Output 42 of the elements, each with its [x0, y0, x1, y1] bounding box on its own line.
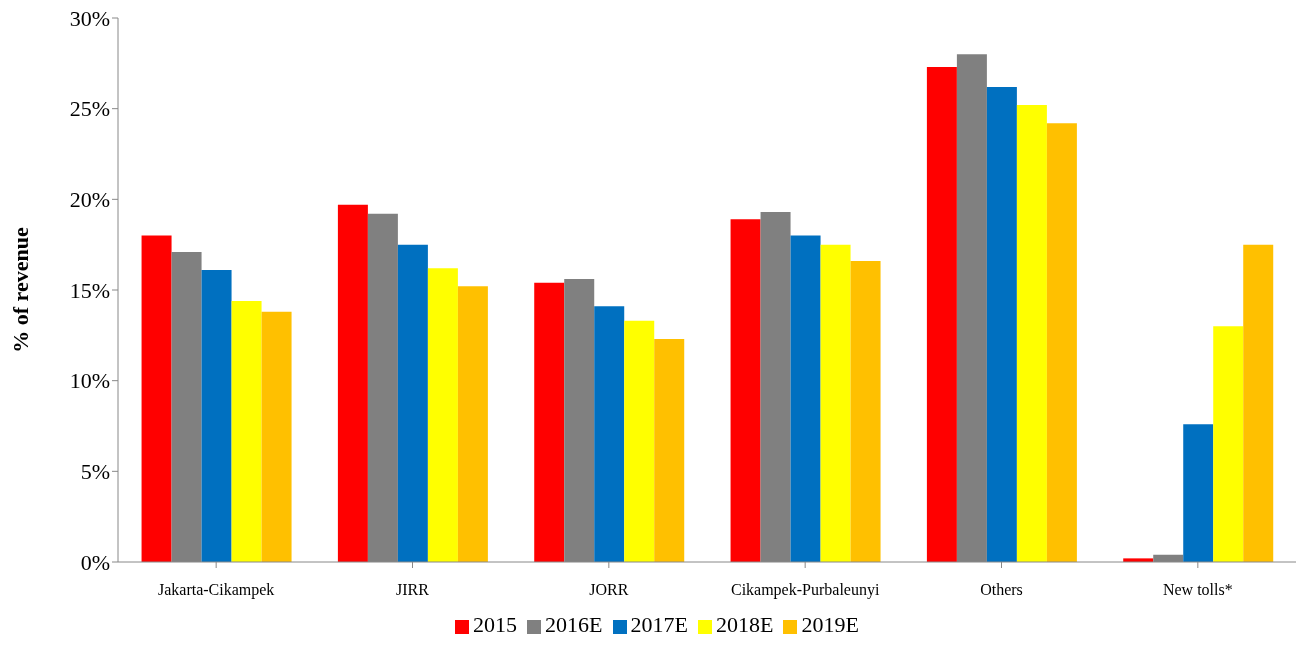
y-tick-label: 30% — [69, 5, 110, 31]
bar — [457, 286, 488, 562]
bar — [820, 244, 851, 562]
bar — [1183, 424, 1214, 562]
x-tick-label: Cikampek-Purbaleunyi — [730, 581, 880, 600]
y-tick-label: 20% — [69, 187, 110, 213]
y-tick-label: 15% — [69, 277, 110, 303]
bar — [141, 235, 172, 562]
x-tick-label: JIRR — [396, 581, 430, 599]
bar — [654, 338, 685, 562]
bar — [624, 320, 655, 562]
y-axis-title: % of revenue — [7, 227, 33, 353]
y-tick-label: 5% — [80, 459, 110, 485]
bar — [986, 86, 1017, 562]
bar — [1016, 105, 1047, 562]
bar — [397, 244, 428, 562]
bar — [427, 268, 458, 562]
bar — [201, 270, 232, 562]
bar — [261, 311, 292, 562]
legend-label: 2018E — [716, 612, 774, 637]
bar — [231, 300, 262, 562]
bar — [1243, 244, 1274, 562]
legend-label: 2019E — [801, 612, 859, 637]
x-tick-label: Jakarta-Cikampek — [157, 581, 275, 600]
legend-label: 2017E — [630, 612, 688, 637]
bar — [1046, 123, 1077, 562]
x-tick-label: New tolls* — [1162, 581, 1233, 599]
y-tick-label: 0% — [80, 549, 110, 575]
x-tick-label: JORR — [589, 581, 629, 599]
bar — [730, 219, 761, 562]
bar — [534, 282, 565, 562]
x-tick-label: Others — [980, 581, 1023, 599]
bar — [1213, 326, 1244, 562]
legend-label: 2015 — [473, 612, 518, 637]
bar — [337, 204, 368, 562]
bar — [790, 235, 821, 562]
y-tick-label: 10% — [69, 368, 110, 394]
bar — [850, 260, 881, 562]
y-tick-label: 25% — [69, 96, 110, 122]
legend-label: 2016E — [545, 612, 603, 637]
bar — [926, 66, 957, 562]
bar — [594, 306, 625, 562]
